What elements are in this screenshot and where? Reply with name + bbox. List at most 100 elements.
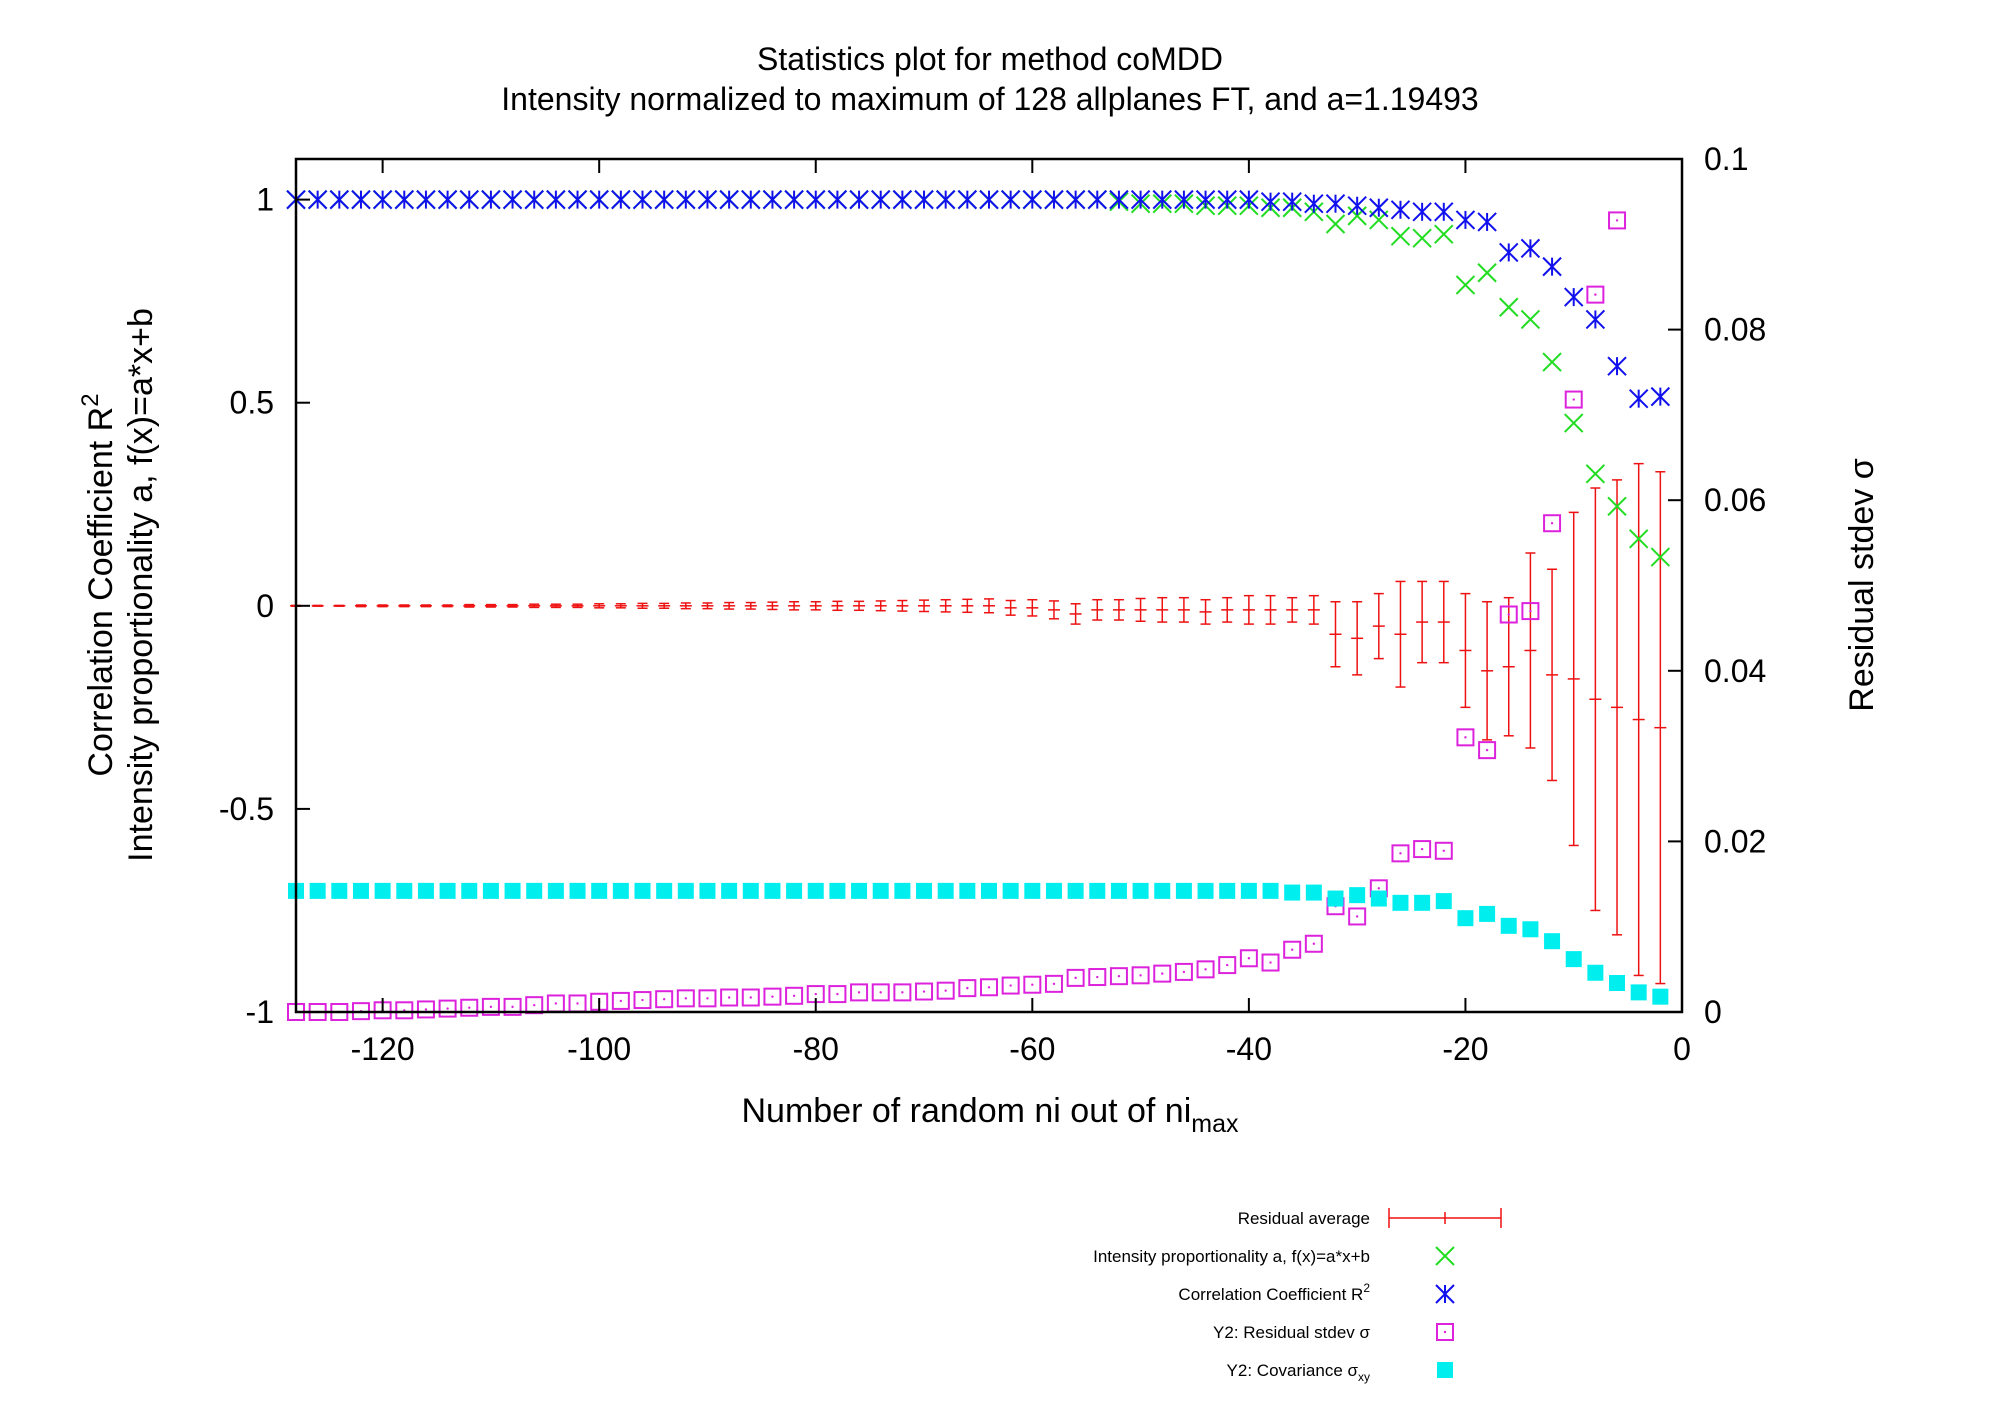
data-point [481,189,501,210]
y2-tick-label: 0.06 [1704,482,1766,518]
error-bar-point [658,602,671,609]
data-point [1477,263,1497,283]
data-point [1239,949,1258,968]
data-point [656,882,673,899]
data-point [1282,191,1302,212]
data-point [504,882,521,899]
data-point [980,978,998,997]
data-point [569,882,586,899]
data-point [914,189,934,210]
data-point [1195,189,1216,210]
error-bar-point [1481,600,1494,741]
data-point [567,189,588,210]
y-tick-label: 1 [256,182,274,218]
data-point [699,882,716,899]
data-point [892,189,913,210]
error-bar-point [1026,598,1039,617]
data-point [1542,256,1562,277]
data-point [762,189,783,210]
legend: Residual average Intensity proportionalit… [1093,1208,1502,1384]
series-resavg [290,462,1667,985]
error-bar-point [506,603,519,608]
data-point [439,882,456,899]
x-axis-label-main: Number of random ni out of ni [741,1092,1191,1130]
x-tick-label: -100 [567,1031,631,1067]
data-point [1543,514,1562,533]
data-point [871,983,890,1002]
data-point [806,189,826,210]
data-point [828,985,847,1004]
legend-label-superscript: 2 [1363,1281,1370,1295]
data-point [633,991,652,1010]
data-point [1412,202,1432,222]
error-bar-point [874,600,887,612]
error-bar-point [333,604,346,607]
error-bar-point [376,604,389,608]
data-point [1132,882,1149,899]
data-point [1369,198,1389,218]
data-point [611,189,631,210]
error-bar-point [1502,596,1515,737]
legend-label: Y2: Covariance σxy [1227,1361,1370,1384]
data-point [1022,189,1043,210]
error-bar-point [1632,462,1645,977]
data-point [1325,193,1346,214]
error-bar-point [896,599,909,612]
error-bar-point [1524,552,1537,749]
data-point [309,882,326,899]
data-point [396,882,413,899]
data-point [1455,275,1476,295]
data-point [1067,882,1084,899]
y2-tick-label: 0 [1704,994,1722,1030]
data-point [1544,933,1561,950]
data-point [568,994,587,1013]
data-point [1521,602,1540,621]
axes: -120 -100 -80 -60 -40 -20 0 -1 -0.5 0 0.5 1 0 0.02 0.0… [219,141,1766,1067]
data-point [611,991,630,1010]
data-point [937,882,954,899]
data-point [959,882,976,899]
error-bar-point [441,604,454,608]
error-bar-point [983,598,995,614]
data-point [1260,191,1281,212]
data-point [1001,976,1020,995]
data-point [1370,890,1387,907]
legend-item-stdev: Y2: Residual stdev σ [1213,1323,1454,1342]
data-point [634,882,651,899]
error-bar-point [1654,471,1667,985]
data-point [979,189,999,210]
legend-marker-corr [1435,1284,1455,1304]
data-point [1000,189,1021,210]
y-axis-label-line1: Correlation Coefficient R [82,407,120,777]
error-bar-point [1372,592,1385,660]
error-bar-point [939,598,952,613]
error-bar-point [1307,594,1320,625]
data-point [741,189,761,210]
legend-label-main: Correlation Coefficient R [1178,1285,1363,1304]
data-point [1174,189,1194,210]
data-point [894,882,911,899]
legend-label: Intensity proportionality a, f(x)=a*x+b [1093,1247,1370,1266]
data-point [1520,238,1541,259]
error-bar-point [1199,598,1212,625]
data-point [1002,882,1019,899]
error-bar-point [1264,594,1277,625]
y-axis-label-line2: Intensity proportionality a, f(x)=a*x+b [122,308,160,862]
data-point [351,189,371,210]
data-point [785,986,804,1005]
x-tick-label: -60 [1009,1031,1055,1067]
error-bar-point [636,602,649,609]
data-point [1066,968,1085,987]
data-point [1434,841,1453,860]
data-point [1304,193,1324,214]
data-point [632,189,653,210]
data-point [1196,960,1215,979]
y2-tick-label: 0.08 [1704,312,1766,348]
data-point [1628,388,1649,409]
plot-frame [294,157,1684,1014]
data-point [1564,390,1583,409]
error-bar-point [679,602,692,610]
data-point [461,882,478,899]
error-bar-point [1134,597,1147,622]
data-point [958,979,977,998]
